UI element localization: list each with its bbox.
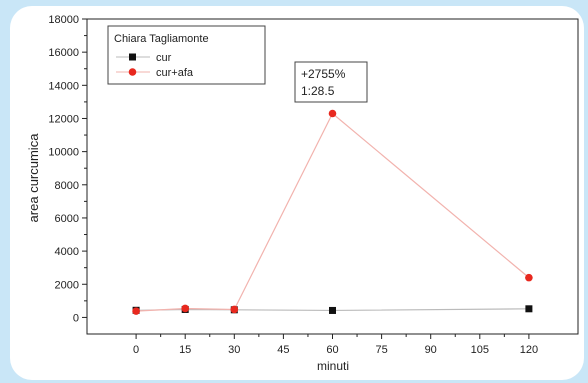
x-tick-label-0: 0 bbox=[133, 344, 139, 356]
y-tick-label-10000: 10000 bbox=[48, 147, 79, 159]
x-axis-label: minuti bbox=[317, 359, 349, 373]
y-axis-label: area curcumica bbox=[26, 133, 41, 223]
legend-label-cur-afa: cur+afa bbox=[156, 67, 194, 79]
legend: Chiara Tagliamonte cur cur+afa bbox=[107, 25, 266, 85]
point-cur-afa-2 bbox=[230, 305, 239, 314]
peak-annotation: +2755% 1:28.5 bbox=[294, 61, 368, 103]
y-tick-label-14000: 14000 bbox=[48, 80, 79, 92]
x-tick-label-75: 75 bbox=[375, 344, 387, 356]
legend-marker-cur bbox=[129, 53, 136, 61]
x-tick-label-120: 120 bbox=[520, 344, 538, 356]
point-cur-3 bbox=[329, 306, 336, 314]
point-cur-afa-4 bbox=[525, 273, 533, 282]
y-tick-label-16000: 16000 bbox=[48, 47, 79, 59]
x-tick-label-45: 45 bbox=[277, 344, 289, 356]
x-tick-label-105: 105 bbox=[471, 344, 489, 356]
x-tick-label-15: 15 bbox=[179, 344, 191, 356]
y-tick-label-8000: 8000 bbox=[55, 180, 79, 192]
point-cur-afa-3 bbox=[328, 109, 337, 118]
y-ticks: 0 2000 4000 6000 8000 10000 12000 14000 16000 180… bbox=[48, 14, 87, 324]
point-cur-afa-1 bbox=[181, 304, 189, 313]
y-tick-label-4000: 4000 bbox=[55, 246, 79, 258]
x-ticks: 0 15 30 45 60 75 90 105 120 bbox=[133, 334, 538, 356]
series-line-1 bbox=[136, 112, 530, 312]
y-tick-label-2000: 2000 bbox=[55, 279, 79, 291]
annotation-box bbox=[294, 61, 368, 103]
legend-label-cur: cur bbox=[156, 52, 172, 64]
x-tick-label-30: 30 bbox=[228, 344, 240, 356]
series-lines bbox=[136, 112, 530, 312]
legend-marker-cur-afa bbox=[128, 68, 137, 76]
y-tick-label-6000: 6000 bbox=[55, 213, 79, 225]
x-tick-label-90: 90 bbox=[425, 344, 437, 356]
chart-card: 0 15 30 45 60 75 90 105 120 0 2000 4000 6000 8000 100… bbox=[10, 6, 584, 380]
y-tick-label-0: 0 bbox=[73, 312, 79, 324]
y-tick-label-18000: 18000 bbox=[48, 14, 79, 26]
series-points bbox=[132, 109, 533, 315]
annotation-line1: +2755% bbox=[301, 67, 346, 81]
point-cur-4 bbox=[525, 305, 533, 313]
y-tick-label-12000: 12000 bbox=[48, 113, 79, 125]
annotation-line2: 1:28.5 bbox=[301, 84, 335, 98]
point-cur-afa-0 bbox=[132, 307, 140, 315]
x-tick-label-60: 60 bbox=[326, 344, 338, 356]
chart-svg: 0 15 30 45 60 75 90 105 120 0 2000 4000 6000 8000 100… bbox=[26, 14, 579, 373]
legend-title: Chiara Tagliamonte bbox=[114, 33, 209, 45]
